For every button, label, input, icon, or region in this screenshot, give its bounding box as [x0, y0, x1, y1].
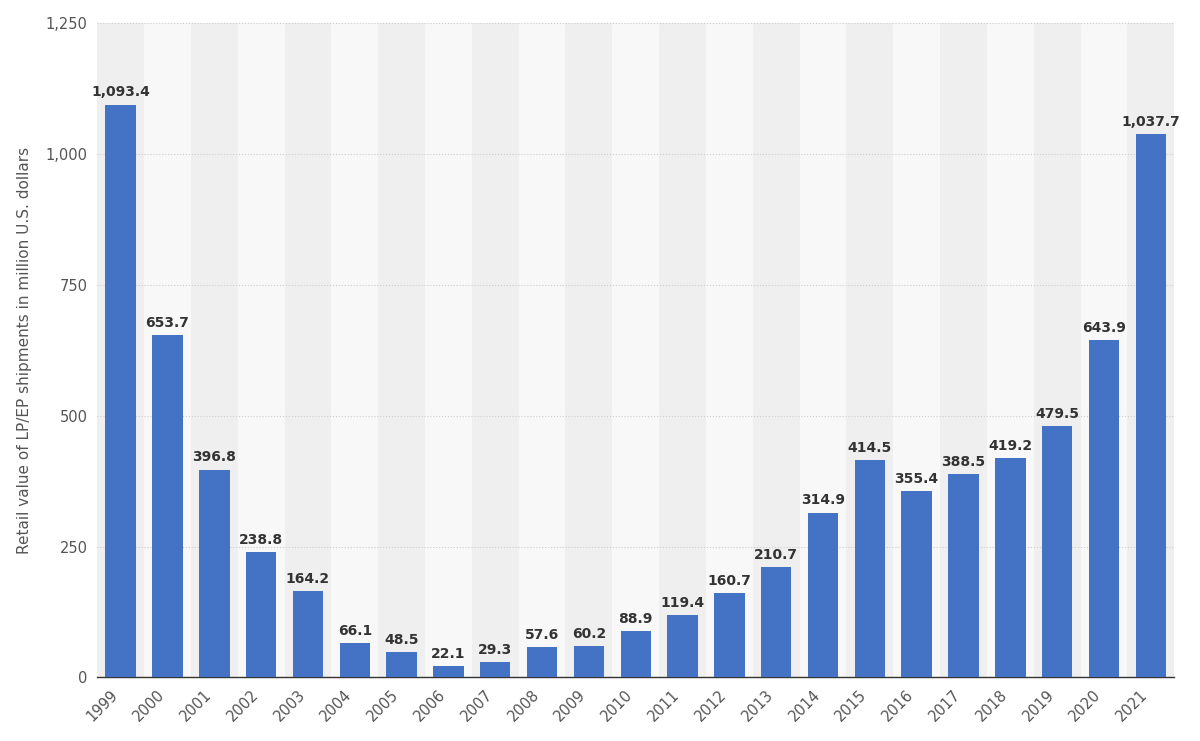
Bar: [948, 474, 979, 677]
Bar: [995, 458, 1026, 677]
Bar: [1135, 134, 1166, 677]
Bar: [433, 666, 463, 677]
Bar: [659, 23, 706, 677]
Text: 164.2: 164.2: [286, 572, 330, 586]
Text: 414.5: 414.5: [847, 441, 892, 455]
Bar: [246, 552, 276, 677]
Bar: [293, 591, 323, 677]
Text: 22.1: 22.1: [431, 647, 466, 661]
Text: 57.6: 57.6: [524, 628, 559, 642]
Text: 1,093.4: 1,093.4: [91, 85, 150, 99]
Bar: [565, 23, 612, 677]
Text: 60.2: 60.2: [571, 627, 606, 641]
Text: 238.8: 238.8: [239, 534, 283, 547]
Bar: [199, 470, 229, 677]
Bar: [97, 23, 144, 677]
Text: 479.5: 479.5: [1036, 407, 1079, 421]
Bar: [1033, 23, 1080, 677]
Bar: [854, 460, 886, 677]
Text: 119.4: 119.4: [660, 596, 704, 610]
Text: 314.9: 314.9: [802, 494, 845, 508]
Text: 66.1: 66.1: [337, 624, 372, 637]
Bar: [152, 335, 182, 677]
Text: 419.2: 419.2: [989, 439, 1032, 453]
Bar: [901, 491, 932, 677]
Text: 388.5: 388.5: [942, 455, 985, 469]
Text: 160.7: 160.7: [708, 574, 751, 588]
Bar: [846, 23, 893, 677]
Text: 210.7: 210.7: [754, 548, 798, 562]
Bar: [527, 648, 557, 677]
Text: 48.5: 48.5: [384, 633, 419, 647]
Text: 29.3: 29.3: [478, 643, 512, 657]
Bar: [1088, 340, 1120, 677]
Bar: [574, 646, 604, 677]
Bar: [191, 23, 238, 677]
Bar: [378, 23, 425, 677]
Text: 88.9: 88.9: [618, 611, 653, 625]
Bar: [472, 23, 518, 677]
Bar: [940, 23, 986, 677]
Y-axis label: Retail value of LP/EP shipments in million U.S. dollars: Retail value of LP/EP shipments in milli…: [17, 147, 31, 554]
Bar: [761, 567, 792, 677]
Bar: [106, 104, 136, 677]
Bar: [1127, 23, 1174, 677]
Text: 643.9: 643.9: [1082, 321, 1126, 335]
Bar: [480, 662, 510, 677]
Bar: [714, 594, 744, 677]
Text: 396.8: 396.8: [192, 451, 236, 465]
Bar: [752, 23, 799, 677]
Bar: [808, 513, 839, 677]
Text: 653.7: 653.7: [145, 316, 190, 330]
Bar: [284, 23, 331, 677]
Bar: [386, 652, 416, 677]
Bar: [1042, 426, 1073, 677]
Bar: [340, 643, 370, 677]
Text: 1,037.7: 1,037.7: [1121, 115, 1180, 129]
Bar: [620, 631, 650, 677]
Text: 355.4: 355.4: [894, 472, 938, 486]
Bar: [667, 615, 697, 677]
